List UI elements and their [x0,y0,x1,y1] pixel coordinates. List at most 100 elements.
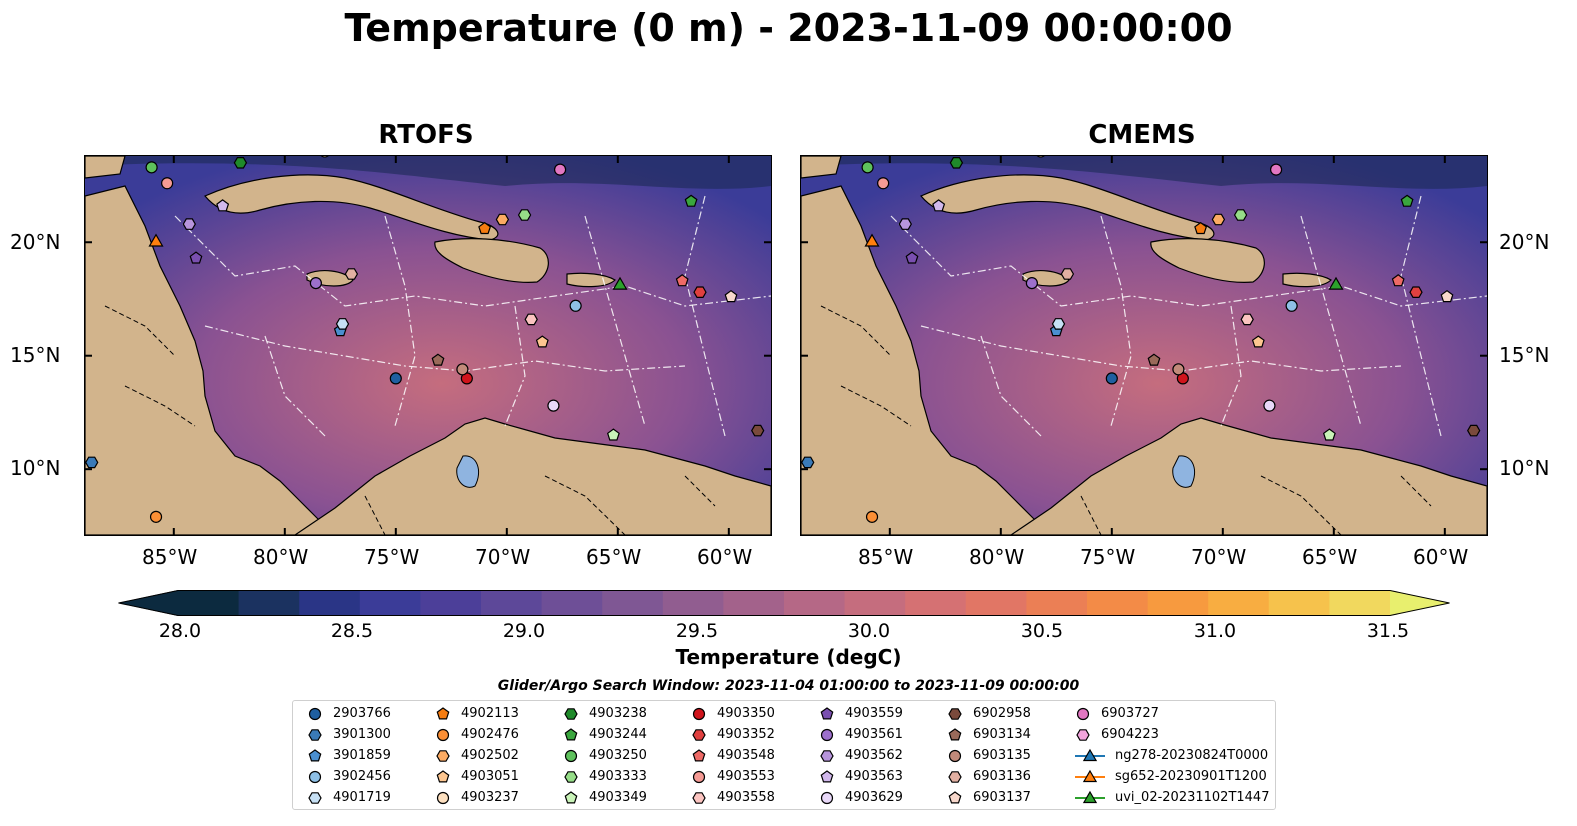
argo-float-2903766[interactable] [389,372,402,385]
colorbar-segment [723,590,785,616]
argo-float-6903136[interactable] [344,268,359,280]
argo-float-4903553[interactable] [161,177,174,190]
atlantic-cool-strip [801,156,1487,189]
argo-float-4903237[interactable] [1035,156,1046,158]
argo-float-4903548[interactable] [675,274,689,287]
argo-float-4903250[interactable] [861,161,874,174]
argo-float-4903559[interactable] [905,251,919,264]
argo-float-4903561[interactable] [1025,276,1038,290]
legend-item: 6904223 [1075,724,1159,745]
argo-float-4903333[interactable] [1233,209,1248,221]
argo-float-6903135[interactable] [1172,363,1185,376]
argo-float-6903727[interactable] [553,163,567,176]
argo-float-4902502[interactable] [1211,213,1226,226]
land-mass [1282,272,1332,288]
argo-float-4901719[interactable] [335,318,350,330]
legend-item: 4903237 [435,787,519,808]
argo-float-4903563[interactable] [216,199,230,212]
legend-marker-icon [564,727,578,740]
legend-label: 4903559 [845,706,903,721]
argo-float-4902476[interactable] [149,510,163,523]
argo-float-6903136[interactable] [1060,268,1075,280]
legend-marker-icon [1076,707,1090,720]
argo-float-4903558[interactable] [524,313,538,326]
legend-item: 4902502 [435,745,519,766]
argo-float-2903766[interactable] [1105,372,1118,385]
argo-float-4902113[interactable] [478,221,492,235]
legend-label: 4903333 [589,769,647,784]
argo-float-3901300[interactable] [801,456,815,469]
argo-float-4903352[interactable] [693,286,707,298]
glider-sg652[interactable] [148,233,164,247]
legend-marker-icon [564,749,578,762]
legend-marker-icon [1075,748,1105,761]
glider-uvi_02[interactable] [612,276,628,290]
argo-float-4903629[interactable] [1263,399,1276,412]
argo-float-4903051[interactable] [535,335,549,348]
legend-label: 4903238 [589,706,647,721]
lon-tick-label: 65°W [586,545,642,569]
argo-float-4903238[interactable] [233,157,248,169]
argo-float-4903349[interactable] [606,428,620,441]
glider-uvi_02[interactable] [1328,276,1344,290]
argo-float-4903562[interactable] [898,218,912,230]
lon-tick-label: 80°W [253,545,309,569]
argo-float-4902113[interactable] [1194,221,1208,235]
legend-label: 4902502 [461,748,519,763]
argo-float-4901719[interactable] [1051,318,1066,330]
argo-float-4903349[interactable] [1322,428,1336,441]
colorbar-segment [1026,590,1088,616]
argo-float-3901300[interactable] [85,456,99,469]
argo-float-6903134[interactable] [1147,353,1161,366]
legend-item: 4903352 [691,724,775,745]
colorbar-outline [118,590,1450,616]
argo-float-4903244[interactable] [684,194,698,207]
argo-float-4903629[interactable] [547,399,560,412]
argo-float-6903727[interactable] [1269,163,1283,176]
colorbar-segment [1087,590,1149,616]
argo-float-4903333[interactable] [517,209,532,221]
argo-float-4903244[interactable] [1400,194,1414,207]
argo-float-6902958[interactable] [1467,424,1481,437]
argo-float-4903558[interactable] [1240,313,1254,326]
country-border [364,495,386,535]
legend-item: 4903548 [691,745,775,766]
argo-float-4903237[interactable] [319,156,330,158]
argo-float-4902502[interactable] [495,213,510,226]
argo-float-6902958[interactable] [751,424,765,437]
lon-tick-label: 85°W [858,545,914,569]
eez-boundary [1220,305,1242,427]
country-border [820,305,892,357]
legend-label: 4901719 [333,790,391,805]
lat-tick-label: 15°N [1499,343,1550,367]
argo-float-4903250[interactable] [145,161,158,174]
argo-float-4903051[interactable] [1251,335,1265,348]
map-panel-rtofs[interactable] [84,155,772,536]
argo-float-6903137[interactable] [724,289,738,303]
argo-float-6903134[interactable] [431,353,445,366]
glider-sg652[interactable] [864,233,880,247]
argo-float-4903561[interactable] [309,276,322,290]
legend-marker-icon [308,707,322,720]
argo-float-4903563[interactable] [932,199,946,212]
map-canvas [801,156,1487,535]
argo-float-4903238[interactable] [949,157,964,169]
legend-label: 4903553 [717,769,775,784]
argo-float-4903548[interactable] [1391,274,1405,287]
legend-item: 4903349 [563,787,647,808]
argo-float-6903137[interactable] [1440,289,1454,303]
argo-float-6903135[interactable] [456,363,469,376]
argo-float-4902476[interactable] [865,510,879,523]
argo-float-4903352[interactable] [1409,286,1423,298]
argo-float-4903559[interactable] [189,251,203,264]
eez-boundary [1400,195,1442,437]
legend-marker-icon [308,748,322,761]
lon-tick-label: 60°W [697,545,753,569]
map-panel-cmems[interactable] [800,155,1488,536]
argo-float-3902456[interactable] [569,299,582,312]
eez-boundary [980,335,1042,437]
legend-marker-icon [308,728,322,741]
argo-float-3902456[interactable] [1285,299,1298,312]
argo-float-4903562[interactable] [182,218,196,230]
argo-float-4903553[interactable] [877,177,890,190]
